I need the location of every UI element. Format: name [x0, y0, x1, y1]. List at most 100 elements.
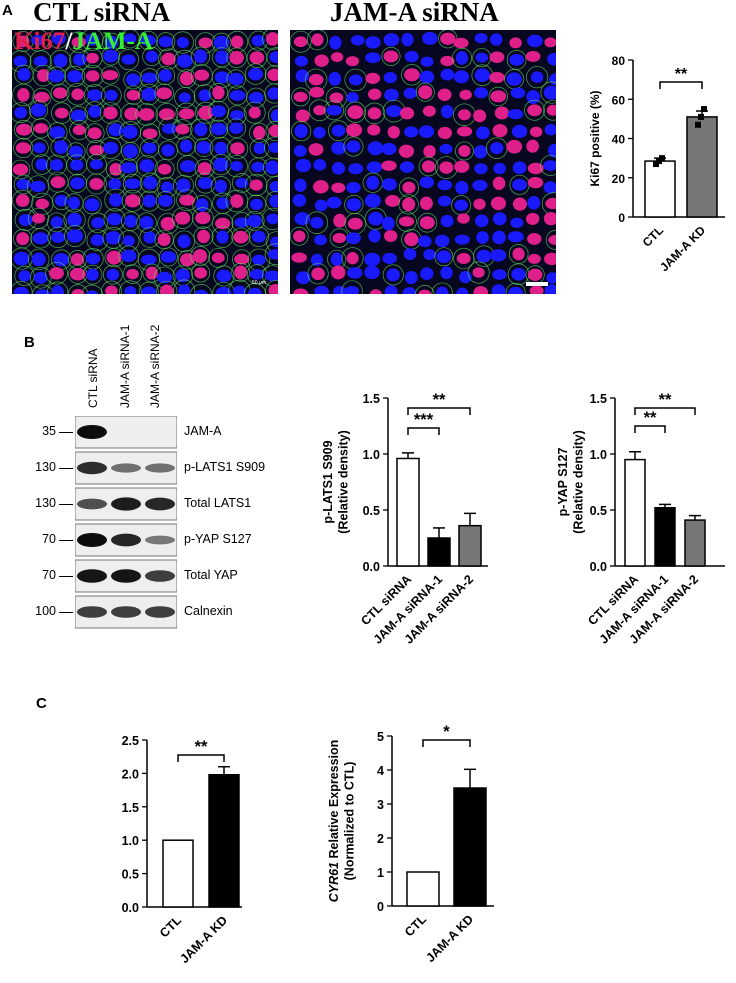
nucleus	[213, 157, 229, 172]
cell-membrane	[135, 103, 158, 126]
cell-membrane	[262, 30, 278, 50]
nucleus	[473, 145, 488, 159]
cell-membrane	[80, 284, 104, 294]
nucleus	[294, 212, 311, 226]
ki67-nucleus	[529, 126, 543, 138]
ki67-nucleus	[158, 108, 175, 121]
nucleus	[512, 178, 527, 191]
cell-membrane	[306, 30, 328, 51]
ki67-nucleus	[54, 107, 69, 119]
ki67-nucleus	[15, 142, 31, 154]
nucleus	[108, 123, 124, 137]
nucleus	[33, 55, 48, 67]
nucleus	[506, 72, 522, 86]
ki67-nucleus	[383, 230, 398, 242]
nucleus	[235, 177, 249, 189]
significance-bracket	[407, 427, 440, 435]
ki67-nucleus	[311, 33, 324, 47]
nucleus	[105, 89, 118, 101]
y-tick-label: 0.0	[363, 560, 380, 574]
nucleus	[420, 56, 434, 67]
ki67-nucleus	[268, 124, 278, 138]
nucleus	[104, 35, 119, 50]
nucleus	[51, 285, 64, 294]
significance-label: **	[675, 66, 688, 83]
nucleus	[492, 269, 507, 280]
nucleus	[418, 125, 435, 139]
cell-membrane	[226, 47, 247, 69]
nucleus	[399, 161, 415, 173]
bar	[427, 537, 451, 567]
y-tick-label: 0.5	[122, 868, 139, 882]
nucleus	[418, 235, 432, 248]
ki67-nucleus	[527, 233, 542, 245]
cell-membrane	[434, 247, 454, 267]
ki67-nucleus	[346, 252, 359, 265]
x-tick-label: CTL	[402, 912, 429, 939]
nucleus	[511, 267, 526, 281]
ki67-nucleus	[331, 182, 346, 194]
nucleus	[543, 160, 556, 171]
nucleus	[547, 52, 556, 66]
nucleus	[145, 50, 158, 63]
lane-label-jama2: JAM-A siRNA-2	[148, 324, 162, 408]
nucleus	[270, 109, 278, 123]
nucleus	[89, 159, 104, 170]
band-label: p-LATS1 S909	[184, 460, 266, 474]
nucleus	[142, 194, 156, 208]
nucleus	[228, 72, 244, 86]
bar	[686, 116, 718, 218]
cell-membrane	[84, 123, 105, 143]
nucleus	[253, 142, 266, 155]
nucleus	[266, 213, 278, 225]
panel-letter-b: B	[24, 334, 35, 351]
y-tick-label: 0.5	[590, 504, 607, 518]
ki67-nucleus	[544, 37, 556, 48]
cell-membrane	[14, 119, 34, 140]
nucleus	[265, 160, 278, 175]
bar	[162, 839, 194, 908]
mw-tick	[59, 504, 73, 505]
ki67-nucleus	[160, 216, 176, 231]
image-title-ctl: CTL siRNA	[33, 0, 171, 27]
significance-label: *	[443, 723, 450, 741]
ki67-nucleus	[193, 249, 208, 263]
cell-membrane	[174, 87, 196, 109]
y-tick-label: 40	[612, 133, 626, 147]
blot-band	[77, 569, 107, 583]
nucleus	[251, 230, 266, 243]
cell-membrane	[14, 265, 35, 286]
nucleus	[160, 251, 177, 263]
ki67-nucleus	[234, 253, 250, 265]
nucleus	[85, 253, 101, 265]
nucleus	[440, 214, 454, 228]
ki67-nucleus	[313, 105, 326, 116]
ki67-nucleus	[367, 107, 382, 120]
nucleus	[158, 194, 173, 207]
nucleus	[436, 286, 449, 294]
nucleus	[527, 195, 541, 210]
nucleus	[141, 87, 157, 102]
nucleus	[48, 69, 65, 83]
ki67-nucleus	[506, 139, 523, 154]
ki67-nucleus	[492, 123, 508, 138]
nucleus	[511, 124, 528, 139]
cell-membrane	[263, 157, 278, 178]
blot-band	[111, 497, 141, 511]
nucleus	[229, 90, 246, 101]
blot-band	[111, 463, 141, 473]
cell-membrane	[225, 154, 248, 178]
ki67-nucleus	[453, 37, 469, 49]
cell-membrane	[540, 81, 556, 104]
cell-membrane	[155, 191, 176, 211]
ki67-nucleus	[367, 88, 382, 100]
nucleus	[161, 144, 175, 157]
cell-membrane	[417, 212, 438, 233]
cell-membrane	[46, 212, 67, 233]
y-tick-label: 2.0	[122, 767, 139, 781]
cell-membrane	[13, 137, 34, 159]
ki67-nucleus	[126, 268, 139, 280]
overlay-jama: JAM-A	[72, 30, 153, 55]
ki67-nucleus	[473, 109, 487, 123]
cell-membrane	[398, 177, 419, 198]
